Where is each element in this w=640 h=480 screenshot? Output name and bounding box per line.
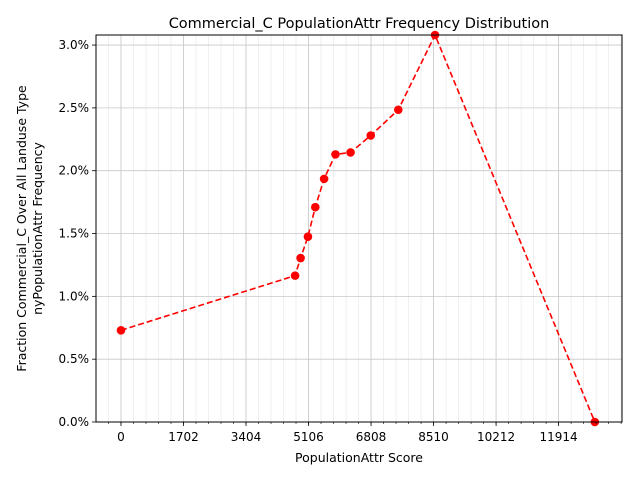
y-tick-label: 2.0%	[59, 164, 90, 178]
y-tick-label: 2.5%	[59, 101, 90, 115]
data-point	[319, 174, 329, 184]
x-tick-label: 11914	[540, 430, 578, 444]
x-tick-label: 5106	[293, 430, 324, 444]
y-tick-label: 3.0%	[59, 38, 90, 52]
data-series	[116, 30, 600, 427]
data-point	[331, 150, 340, 159]
y-tick-label: 1.0%	[59, 289, 90, 303]
data-point	[290, 271, 300, 280]
y-tick-label: 0.5%	[59, 352, 90, 366]
plot-frame	[95, 34, 623, 423]
data-point	[346, 148, 355, 157]
y-axis-label-line-2: nyPopulationAttr Frequency	[30, 141, 45, 314]
x-tick-label: 6808	[356, 430, 387, 444]
data-point	[310, 202, 320, 212]
data-point	[116, 325, 126, 335]
data-point	[296, 253, 305, 263]
y-axis-ticks: 0.0% 0.5% 1.0% 1.5% 2.0% 2.5% 3.0%	[59, 38, 96, 429]
x-tick-label: 10212	[477, 430, 515, 444]
chart-title: Commercial_C PopulationAttr Frequency Di…	[169, 16, 550, 32]
x-tick-label: 1702	[168, 430, 199, 444]
x-axis-ticks: 0 1702 3404 5106 6808 8510 10212 11914	[108, 422, 622, 444]
y-axis-label-line-1: Fraction Commercial_C Over All Landuse T…	[14, 85, 29, 372]
data-point	[366, 131, 376, 140]
minor-gridlines	[108, 35, 622, 422]
data-point	[303, 232, 313, 241]
x-axis-label: PopulationAttr Score	[295, 450, 423, 465]
x-tick-label: 3404	[231, 430, 262, 444]
y-tick-label: 0.0%	[59, 415, 90, 429]
series-line	[120, 33, 596, 423]
y-tick-label: 1.5%	[59, 227, 90, 241]
major-gridlines	[96, 35, 622, 423]
x-tick-label: 8510	[418, 430, 449, 444]
x-tick-label: 0	[117, 430, 125, 444]
data-point	[394, 105, 403, 115]
